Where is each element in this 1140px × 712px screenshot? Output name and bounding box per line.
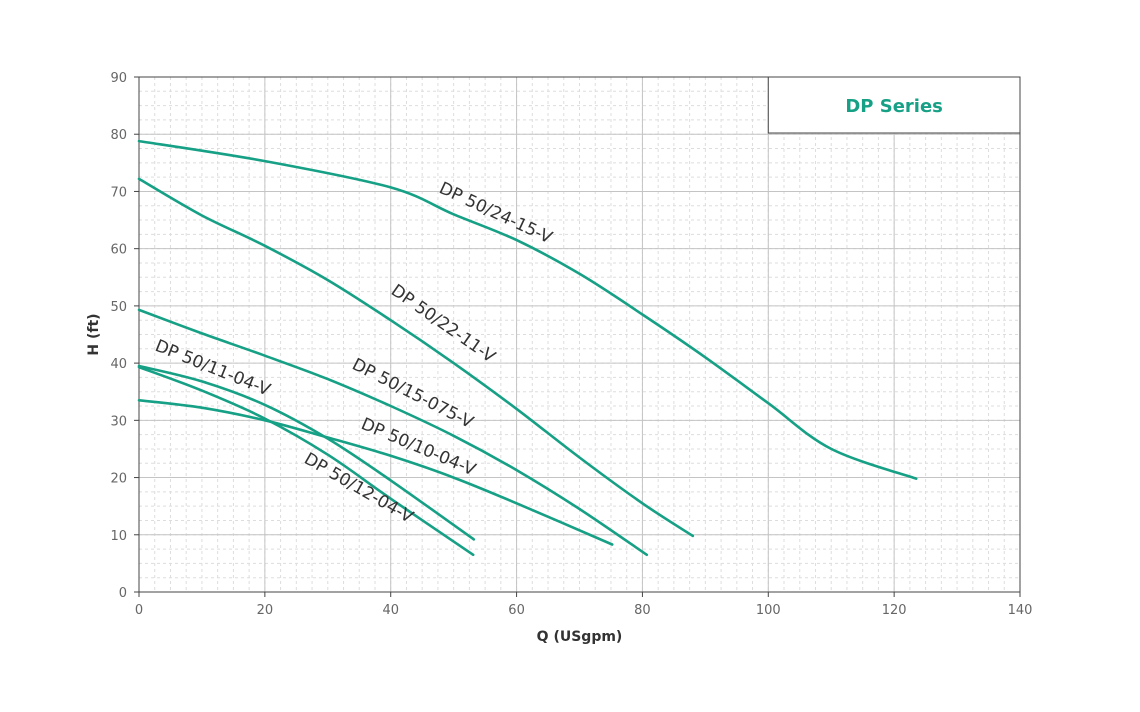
x-tick-label: 140 [1008, 603, 1033, 618]
series-curves [137, 139, 918, 557]
series-line [137, 139, 918, 480]
plot-frame [138, 76, 1021, 593]
y-tick-label: 80 [110, 128, 127, 143]
x-tick-label: 60 [508, 603, 525, 618]
y-tick-label: 60 [110, 243, 127, 258]
series-label: DP 50/12-04-V [301, 449, 417, 528]
minor-grid [138, 76, 1021, 593]
y-tick-label: 90 [110, 71, 127, 86]
x-tick-label: 20 [257, 603, 274, 618]
x-tick-label: 120 [882, 603, 907, 618]
legend-box: DP Series [767, 76, 1021, 134]
x-tick-label: 40 [382, 603, 399, 618]
x-tick-label: 80 [634, 603, 651, 618]
y-tick-label: 50 [110, 300, 127, 315]
series-line [137, 365, 475, 557]
legend-box-frame [767, 76, 1021, 134]
series-line [137, 364, 476, 541]
y-axis-label: H (ft) [86, 313, 102, 355]
y-tick-label: 20 [110, 472, 127, 487]
series-line [137, 399, 614, 546]
x-tick-label: 100 [756, 603, 781, 618]
x-axis-label: Q (USgpm) [537, 629, 623, 645]
y-tick-label: 70 [110, 185, 127, 200]
series-line [137, 308, 649, 557]
chart-title: DP Series [845, 96, 943, 117]
y-tick-label: 40 [110, 357, 127, 372]
y-axis-ticks: 0 10 20 30 40 50 60 70 80 90 [110, 71, 139, 601]
y-tick-label: 0 [119, 586, 127, 601]
y-tick-label: 30 [110, 414, 127, 429]
series-line [137, 177, 695, 538]
y-tick-label: 10 [110, 529, 127, 544]
x-tick-label: 0 [135, 603, 143, 618]
x-axis-ticks: 0 20 40 60 80 100 120 140 [135, 592, 1033, 618]
